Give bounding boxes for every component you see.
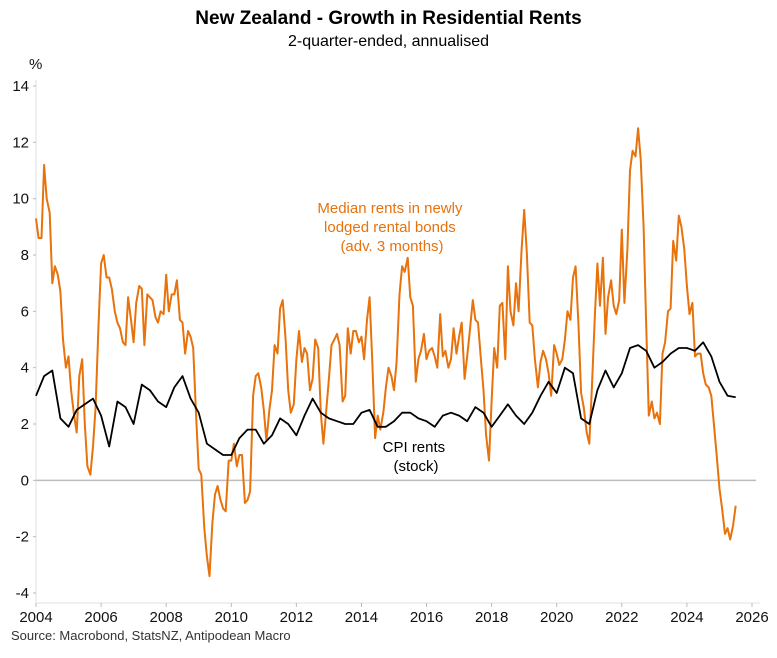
chart-subtitle: 2-quarter-ended, annualised [287,33,490,50]
y-tick-label: 6 [21,303,29,320]
x-tick-label: 2008 [149,609,182,626]
x-tick-label: 2020 [540,609,573,626]
y-axis-ticks: -4 -2 0 2 4 6 8 10 12 14 [12,78,36,602]
bonds-annotation-line-3: (adv. 3 months) [340,238,443,255]
x-tick-label: 2006 [84,609,117,626]
series-group [35,127,737,578]
cpi-annotation-line-2: (stock) [394,458,439,475]
y-axis-unit-label: % [29,56,42,73]
y-tick-label: 0 [21,472,29,489]
x-tick-label: 2012 [280,609,313,626]
y-tick-label: 4 [21,360,29,377]
y-tick-label: -4 [16,585,29,602]
cpi-series-line [35,341,736,456]
y-tick-label: 12 [12,134,29,151]
cpi-annotation: CPI rents (stock) [383,439,450,475]
x-tick-label: 2026 [735,609,768,626]
x-axis-ticks: 2004 2006 2008 2010 2012 2014 2016 2018 2020 2022… [19,603,769,626]
x-tick-label: 2014 [345,609,378,626]
x-tick-label: 2024 [670,609,703,626]
x-tick-label: 2018 [475,609,508,626]
chart-title: New Zealand - Growth in Residential Rent… [195,8,582,29]
x-tick-label: 2010 [215,609,248,626]
y-tick-label: 10 [12,191,29,208]
bonds-annotation-line-2: lodged rental bonds [324,219,456,236]
bonds-series-line [35,127,737,578]
y-tick-label: 14 [12,78,29,95]
y-tick-label: -2 [16,529,29,546]
bonds-annotation: Median rents in newly lodged rental bond… [317,200,466,255]
source-note: Source: Macrobond, StatsNZ, Antipodean M… [11,628,291,643]
y-tick-label: 8 [21,247,29,264]
x-tick-label: 2004 [19,609,52,626]
y-tick-label: 2 [21,416,29,433]
cpi-annotation-line-1: CPI rents [383,439,446,456]
bonds-annotation-line-1: Median rents in newly [317,200,463,217]
x-tick-label: 2022 [605,609,638,626]
x-tick-label: 2016 [410,609,443,626]
